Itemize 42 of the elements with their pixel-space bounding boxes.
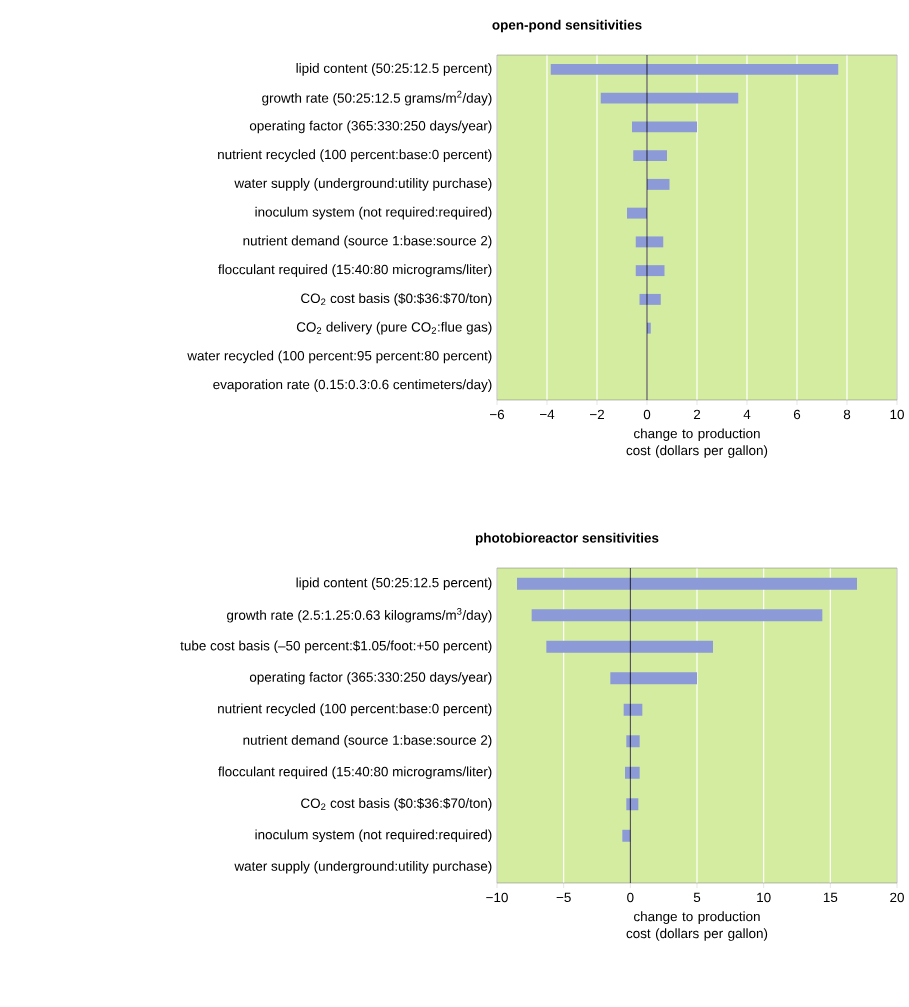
y-tick-label: water supply (underground:utility purchase) <box>234 178 492 191</box>
x-tick-label: 6 <box>793 409 801 420</box>
x-tick-label: 2 <box>693 409 701 420</box>
y-tick-label: nutrient recycled (100 percent:base:0 percent) <box>218 149 492 162</box>
x-axis-title: change to production cost (dollars per gallon) <box>626 911 768 941</box>
x-tick-label: −10 <box>486 892 508 903</box>
y-tick-label: operating factor (365:330:250 days/year) <box>249 671 492 685</box>
y-tick-label: operating factor (365:330:250 days/year) <box>249 120 492 134</box>
x-tick-label: 15 <box>823 892 838 903</box>
x-tick-label: 0 <box>643 409 651 420</box>
chart-title: photobioreactor sensitivities <box>475 532 659 546</box>
y-tick-label: water supply (underground:utility purchase) <box>234 860 492 874</box>
y-tick-label: evaporation rate (0.15:0.3:0.6 centimeters/day) <box>213 379 492 392</box>
x-tick-label: 0 <box>627 892 634 903</box>
x-tick-label: 8 <box>843 409 851 420</box>
y-tick-label: tube cost basis (–50 percent:$1.05/foot:+50 percent) <box>180 640 492 654</box>
y-tick-label: inoculum system (not required:required) <box>255 206 492 220</box>
y-tick-label: CO$_{2}$ cost basis ($0:$36:$70/ton) <box>301 293 492 306</box>
y-tick-label: CO$_{2}$ delivery (pure CO$_{2}$:flue gas) <box>296 321 492 335</box>
y-tick-label: inoculum system (not required:required) <box>255 829 492 843</box>
y-tick-label: growth rate (50:25:12.5 grams/m$^{2}$/day) <box>262 90 492 106</box>
y-tick-label: nutrient demand (source 1:base:source 2) <box>243 235 492 249</box>
x-tick-label: −4 <box>540 409 555 419</box>
y-tick-label: lipid content (50:25:12.5 percent) <box>296 63 492 76</box>
x-tick-label: −6 <box>490 409 505 420</box>
y-tick-label: water recycled (100 percent:95 percent:80 percent) <box>187 350 492 364</box>
x-tick-label: −5 <box>556 892 571 903</box>
x-tick-label: 5 <box>693 892 701 903</box>
x-tick-label: 20 <box>890 892 904 903</box>
x-axis-title: change to production cost (dollars per gallon) <box>626 428 768 458</box>
y-tick-label: nutrient demand (source 1:base:source 2) <box>243 734 492 748</box>
y-tick-label: CO$_{2}$ cost basis ($0:$36:$70/ton) <box>301 797 492 811</box>
chart-title: open-pond sensitivities <box>492 19 642 33</box>
x-tick-label: 10 <box>757 892 771 903</box>
y-tick-label: nutrient recycled (100 percent:base:0 percent) <box>218 703 492 717</box>
y-tick-label: growth rate (2.5:1.25:0.63 kilograms/m$^{3}$/day) <box>227 607 492 623</box>
y-tick-label: flocculant required (15:40:80 micrograms/liter) <box>218 264 492 277</box>
x-tick-label: 4 <box>743 409 751 419</box>
x-tick-label: −2 <box>590 409 605 420</box>
y-tick-label: flocculant required (15:40:80 micrograms/liter) <box>218 766 492 780</box>
x-tick-label: 10 <box>890 409 904 420</box>
y-tick-label: lipid content (50:25:12.5 percent) <box>296 577 492 591</box>
